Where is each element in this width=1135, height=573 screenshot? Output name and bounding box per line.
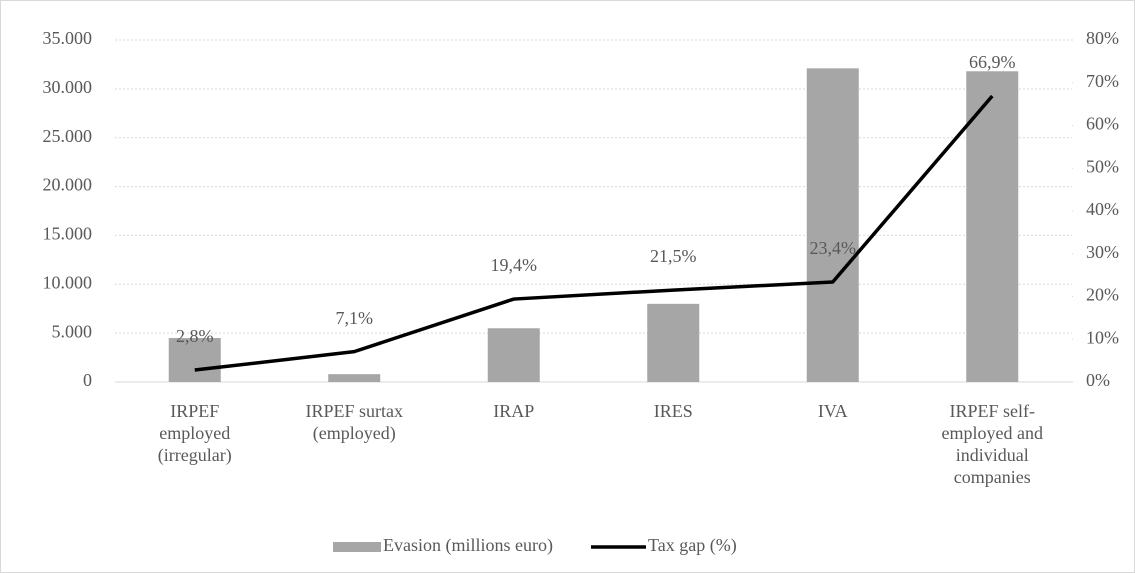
bar bbox=[647, 303, 700, 382]
data-label: 7,1% bbox=[336, 308, 374, 328]
y-tick-label: 20.000 bbox=[43, 175, 93, 195]
y2-tick-label: 20% bbox=[1086, 285, 1119, 305]
bar bbox=[966, 71, 1019, 383]
legend-swatch bbox=[333, 542, 381, 552]
y-tick-label: 0 bbox=[83, 370, 92, 390]
bar bbox=[487, 328, 540, 382]
y2-tick-label: 40% bbox=[1086, 199, 1119, 219]
x-tick-label: IRES bbox=[653, 401, 693, 421]
y2-tick-label: 70% bbox=[1086, 71, 1119, 91]
y2-tick-label: 80% bbox=[1086, 28, 1119, 48]
data-label: 21,5% bbox=[650, 246, 697, 266]
y-tick-label: 35.000 bbox=[43, 28, 93, 48]
y2-tick-label: 60% bbox=[1086, 114, 1119, 134]
x-tick-label: IRPEF employed (irregular) bbox=[157, 401, 232, 465]
x-tick-label: IRPEF self-employed and individual compa… bbox=[941, 401, 1043, 487]
legend-label: Tax gap (%) bbox=[648, 535, 737, 556]
data-label: 23,4% bbox=[810, 238, 857, 258]
bar bbox=[168, 338, 221, 382]
data-label: 19,4% bbox=[491, 255, 538, 275]
x-tick-label: IVA bbox=[817, 401, 848, 421]
y-tick-label: 25.000 bbox=[43, 126, 93, 146]
y2-tick-label: 0% bbox=[1086, 370, 1110, 390]
y2-tick-label: 30% bbox=[1086, 242, 1119, 262]
legend-label: Evasion (millions euro) bbox=[383, 535, 553, 556]
y-tick-label: 5.000 bbox=[52, 321, 93, 341]
data-label: 2,8% bbox=[176, 326, 214, 346]
y-tick-label: 10.000 bbox=[43, 272, 93, 292]
data-label: 66,9% bbox=[969, 52, 1016, 72]
y-tick-label: 30.000 bbox=[43, 77, 93, 97]
y2-tick-label: 10% bbox=[1086, 327, 1119, 347]
bar bbox=[328, 374, 381, 382]
line bbox=[194, 94, 994, 372]
bar bbox=[806, 68, 859, 382]
x-tick-label: IRAP bbox=[493, 401, 535, 421]
y2-tick-label: 50% bbox=[1086, 156, 1119, 176]
x-tick-label: IRPEF surtax (employed) bbox=[305, 401, 403, 443]
y-tick-label: 15.000 bbox=[43, 224, 93, 244]
